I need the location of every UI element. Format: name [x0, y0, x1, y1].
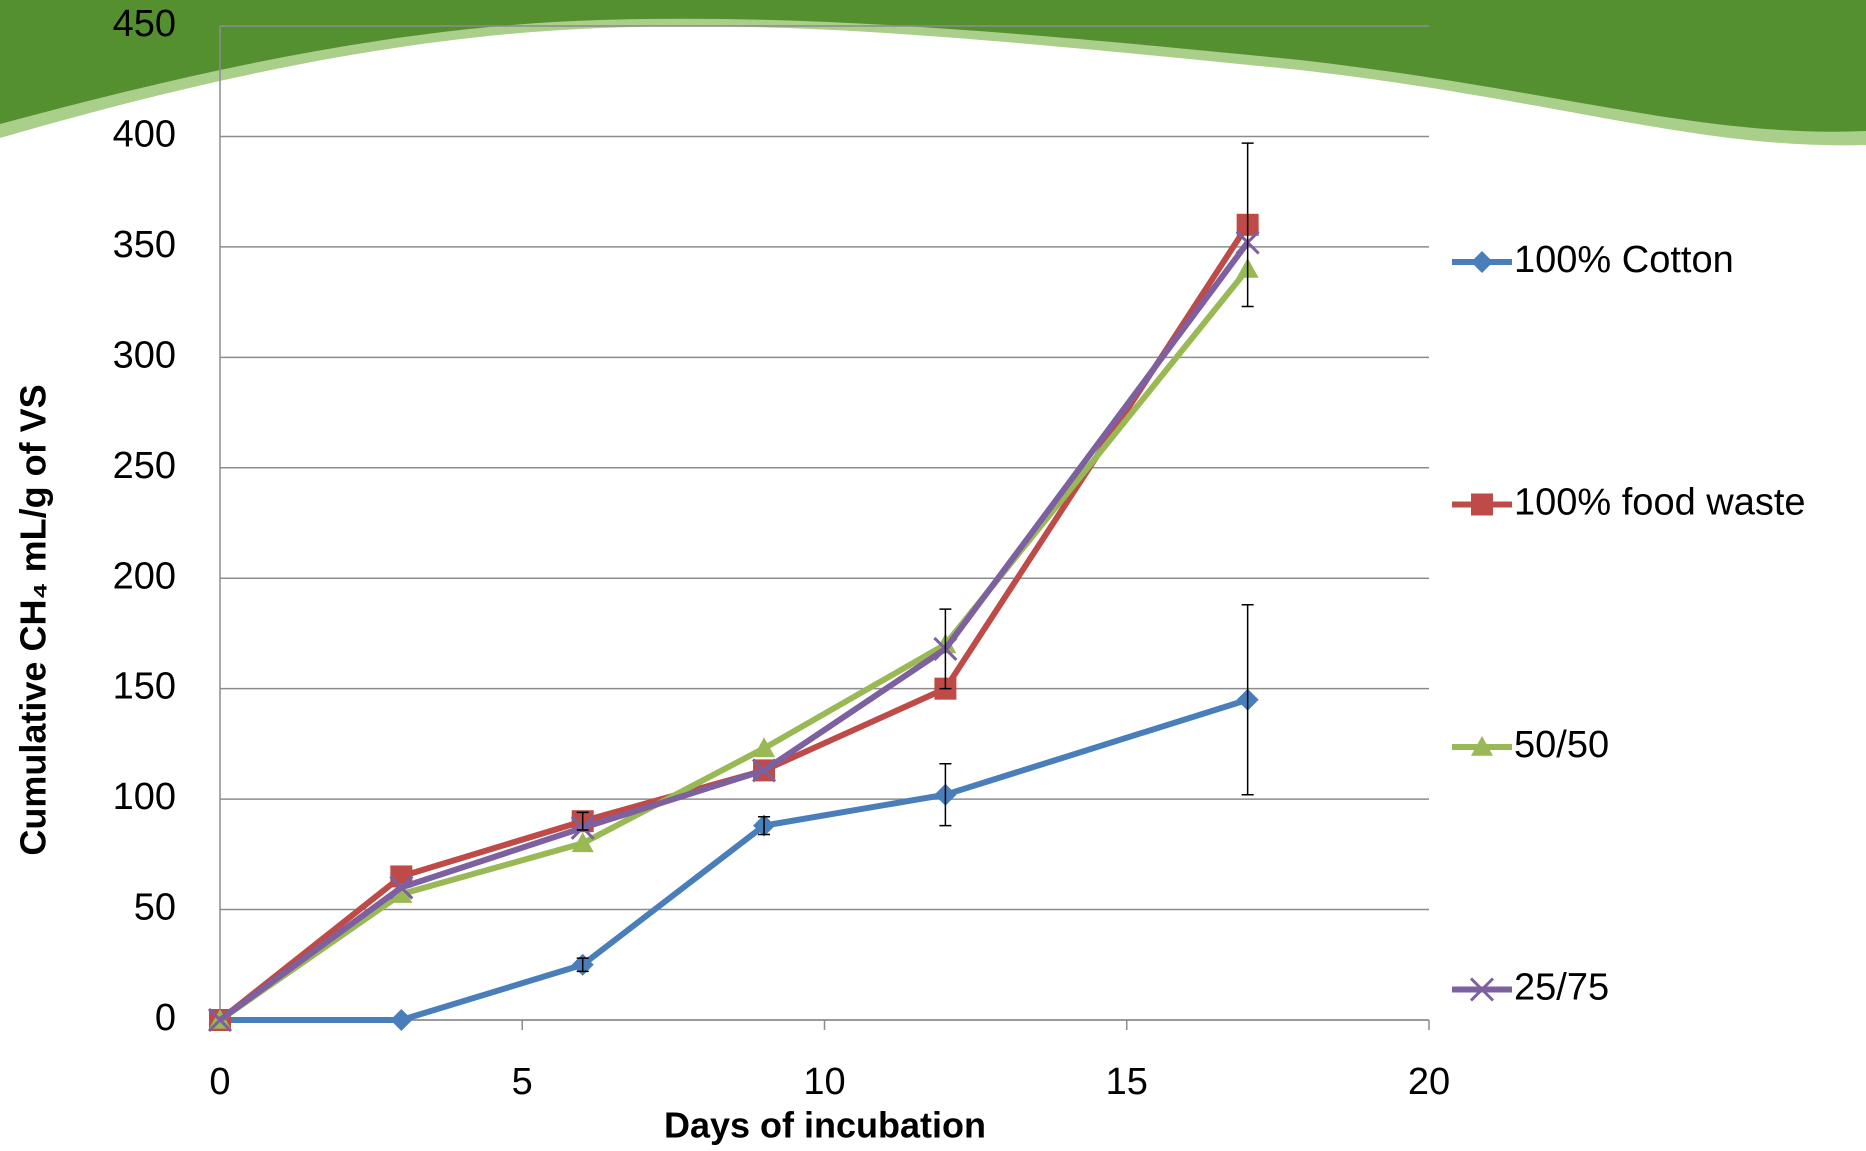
y-tick-label: 300	[113, 334, 176, 376]
series-line	[220, 242, 1248, 1020]
x-tick-label: 15	[1106, 1061, 1148, 1103]
y-tick-label: 400	[113, 113, 176, 155]
y-tick-label: 150	[113, 666, 176, 708]
marker	[390, 1009, 412, 1031]
y-axis-title: Cumulative CH₄ mL/g of VS	[13, 384, 54, 855]
y-tick-label: 50	[134, 887, 176, 929]
x-tick-label: 0	[209, 1061, 230, 1103]
y-tick-label: 0	[155, 997, 176, 1039]
legend-item: 50/50	[1452, 724, 1609, 766]
page: {"chart_data": { "type": "line", "x_labe…	[0, 0, 1866, 1151]
y-tick-label: 450	[113, 3, 176, 45]
series-line	[220, 225, 1248, 1020]
x-tick-label: 10	[803, 1061, 845, 1103]
chart: 0 50 100 150 200 250 300 350 400 450 0 5 10 15 20 100% …	[0, 0, 1866, 1151]
x-axis-title: Days of incubation	[664, 1105, 986, 1146]
series-line	[220, 700, 1248, 1020]
legend-item: 100% food waste	[1452, 482, 1806, 524]
y-tick-label: 100	[113, 776, 176, 818]
x-tick-label: 20	[1408, 1061, 1450, 1103]
marker	[1471, 494, 1493, 516]
plot: 0 50 100 150 200 250 300 350 400 450 0 5 10 15 20 100% …	[113, 3, 1806, 1103]
legend-label: 100% Cotton	[1514, 239, 1734, 281]
y-tick-label: 200	[113, 555, 176, 597]
marker	[1471, 251, 1493, 273]
legend-label: 50/50	[1514, 724, 1609, 766]
legend-item: 25/75	[1452, 967, 1609, 1009]
y-tick-label: 350	[113, 224, 176, 266]
legend-item: 100% Cotton	[1452, 239, 1734, 281]
legend-label: 25/75	[1514, 967, 1609, 1009]
x-tick-label: 5	[512, 1061, 533, 1103]
legend-label: 100% food waste	[1514, 482, 1806, 524]
y-tick-label: 250	[113, 445, 176, 487]
